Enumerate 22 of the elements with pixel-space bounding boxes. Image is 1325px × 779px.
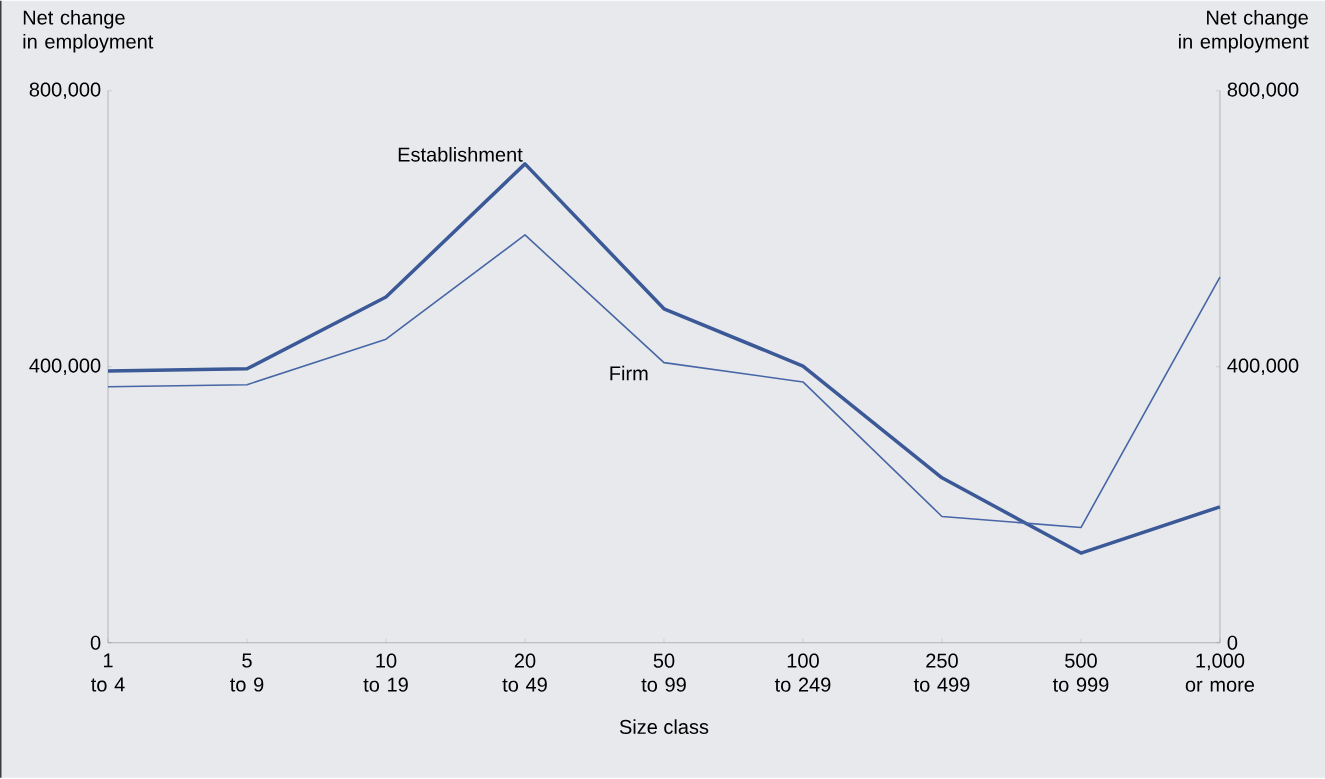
y2-tick-label: 400,000 (1227, 358, 1299, 376)
x-axis-title: Size class (619, 719, 709, 735)
series-label: Establishment (398, 147, 523, 162)
x-tick-label: 1,000 or more (1185, 653, 1255, 693)
series-label: Firm (610, 366, 648, 381)
line-series (107, 234, 1221, 529)
y-axis-title: Net change in employment (23, 10, 154, 53)
x-tick-label: 20 to 49 (502, 653, 547, 693)
x-tick-label: 10 to 19 (363, 653, 408, 693)
line-series (106, 162, 1222, 556)
x-tick-label: 500 to 999 (1052, 653, 1109, 693)
y-tick-label: 0 (90, 635, 101, 651)
x-tick-label: 1 to 4 (91, 653, 125, 692)
y2-tick-label: 0 (1227, 635, 1238, 651)
y-tick-label: 400,000 (29, 358, 101, 376)
x-tick-label: 100 to 249 (774, 653, 831, 693)
x-tick-label: 50 to 99 (641, 653, 686, 693)
x-tick-label: 5 to 9 (230, 653, 264, 692)
x-tick-label: 250 to 499 (913, 653, 970, 693)
y-tick-label: 800,000 (29, 82, 101, 100)
y2-tick-label: 800,000 (1227, 82, 1299, 100)
y2-axis-title: Net change in employment (1178, 10, 1309, 53)
